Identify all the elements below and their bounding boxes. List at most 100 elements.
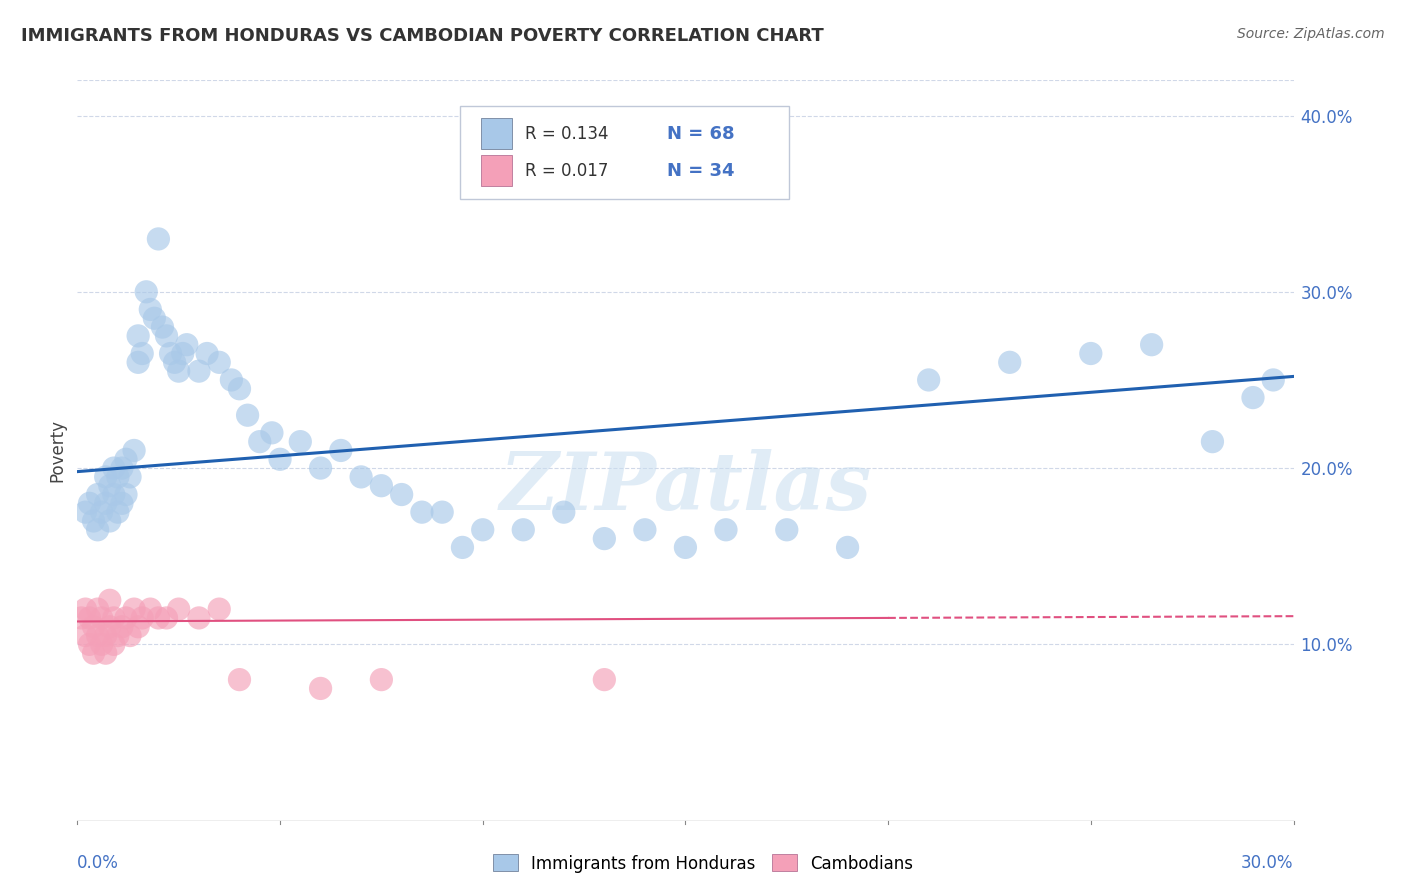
- Point: [83, 514, 105, 528]
- Point: [86, 628, 108, 642]
- Point: [176, 337, 198, 351]
- Point: [94, 496, 117, 510]
- Point: [188, 611, 211, 625]
- Point: [115, 452, 138, 467]
- Text: R = 0.134: R = 0.134: [524, 125, 609, 143]
- Point: [221, 373, 243, 387]
- Point: [155, 611, 177, 625]
- Point: [249, 434, 271, 449]
- Point: [103, 637, 125, 651]
- Point: [451, 541, 474, 555]
- Point: [167, 364, 190, 378]
- Point: [148, 232, 170, 246]
- Point: [188, 364, 211, 378]
- Point: [70, 611, 93, 625]
- Point: [1241, 391, 1264, 405]
- Text: Source: ZipAtlas.com: Source: ZipAtlas.com: [1237, 27, 1385, 41]
- Point: [83, 620, 105, 634]
- Point: [115, 611, 138, 625]
- Point: [118, 470, 141, 484]
- Point: [103, 487, 125, 501]
- Point: [163, 355, 186, 369]
- Point: [143, 311, 166, 326]
- FancyBboxPatch shape: [460, 106, 789, 199]
- Point: [131, 611, 153, 625]
- Point: [228, 673, 250, 687]
- Point: [776, 523, 799, 537]
- FancyBboxPatch shape: [481, 155, 512, 186]
- Point: [103, 611, 125, 625]
- Y-axis label: Poverty: Poverty: [48, 419, 66, 482]
- Point: [1140, 337, 1163, 351]
- Point: [127, 329, 149, 343]
- Point: [329, 443, 352, 458]
- Point: [90, 611, 112, 625]
- Point: [172, 346, 194, 360]
- Point: [94, 470, 117, 484]
- Point: [90, 505, 112, 519]
- Point: [75, 602, 97, 616]
- Point: [309, 461, 332, 475]
- Point: [155, 329, 177, 343]
- Point: [122, 443, 145, 458]
- Point: [370, 479, 392, 493]
- Point: [391, 487, 413, 501]
- Point: [127, 355, 149, 369]
- Point: [208, 602, 231, 616]
- Text: ZIPatlas: ZIPatlas: [499, 449, 872, 526]
- Text: 30.0%: 30.0%: [1241, 854, 1294, 872]
- Point: [79, 637, 101, 651]
- Point: [430, 505, 453, 519]
- Point: [75, 628, 97, 642]
- Point: [122, 602, 145, 616]
- Point: [998, 355, 1021, 369]
- Text: N = 68: N = 68: [668, 125, 735, 143]
- Point: [675, 541, 697, 555]
- Point: [471, 523, 494, 537]
- Point: [1263, 373, 1285, 387]
- Point: [512, 523, 534, 537]
- Point: [714, 523, 737, 537]
- Point: [1080, 346, 1102, 360]
- Point: [94, 646, 117, 660]
- Point: [86, 523, 108, 537]
- Text: R = 0.017: R = 0.017: [524, 161, 609, 179]
- Point: [370, 673, 392, 687]
- Point: [148, 611, 170, 625]
- Point: [290, 434, 312, 449]
- Point: [86, 602, 108, 616]
- Point: [139, 602, 162, 616]
- Point: [107, 628, 129, 642]
- Point: [236, 408, 259, 422]
- Point: [228, 382, 250, 396]
- Point: [208, 355, 231, 369]
- Point: [98, 620, 121, 634]
- Point: [94, 628, 117, 642]
- Point: [918, 373, 941, 387]
- Point: [350, 470, 373, 484]
- Point: [260, 425, 283, 440]
- Legend: Immigrants from Honduras, Cambodians: Immigrants from Honduras, Cambodians: [486, 847, 920, 880]
- Point: [107, 470, 129, 484]
- Point: [86, 487, 108, 501]
- Point: [139, 302, 162, 317]
- Point: [411, 505, 433, 519]
- Point: [634, 523, 657, 537]
- Point: [269, 452, 291, 467]
- Text: IMMIGRANTS FROM HONDURAS VS CAMBODIAN POVERTY CORRELATION CHART: IMMIGRANTS FROM HONDURAS VS CAMBODIAN PO…: [21, 27, 824, 45]
- Point: [167, 602, 190, 616]
- Point: [131, 346, 153, 360]
- Point: [79, 496, 101, 510]
- Point: [111, 496, 134, 510]
- Point: [111, 461, 134, 475]
- Point: [90, 637, 112, 651]
- FancyBboxPatch shape: [481, 118, 512, 149]
- Point: [98, 514, 121, 528]
- Point: [195, 346, 218, 360]
- Point: [159, 346, 181, 360]
- Point: [83, 646, 105, 660]
- Point: [837, 541, 859, 555]
- Point: [75, 505, 97, 519]
- Point: [98, 479, 121, 493]
- Point: [115, 487, 138, 501]
